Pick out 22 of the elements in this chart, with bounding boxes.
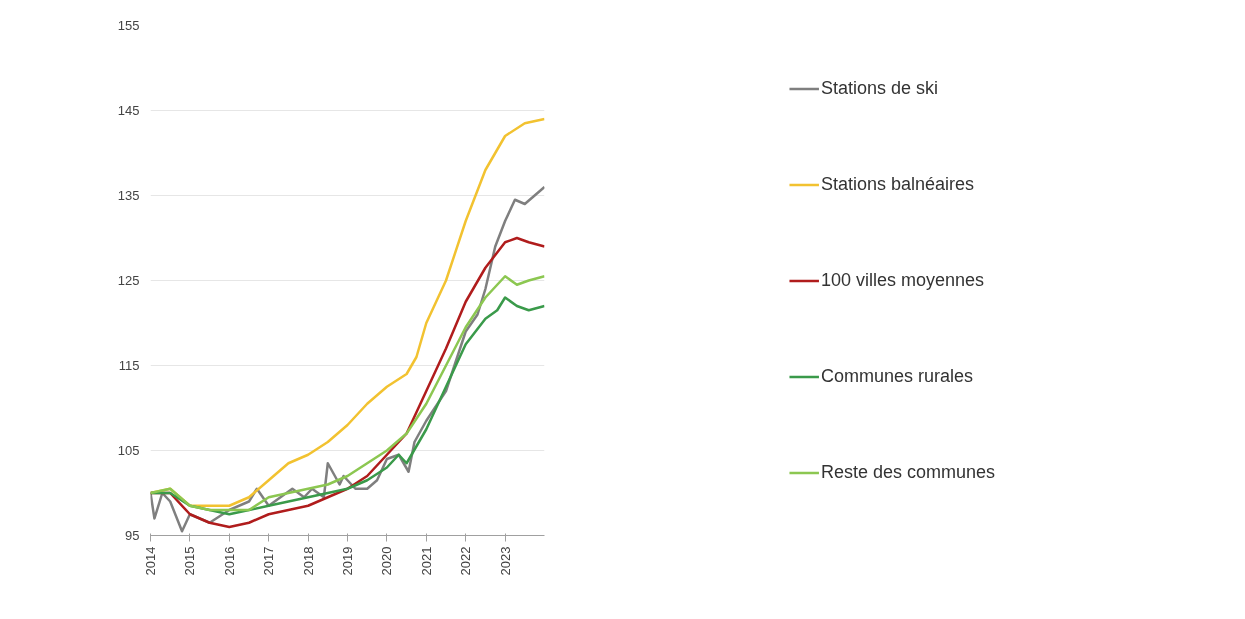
x-tick-label: 2017 [261, 546, 277, 576]
y-tick-label: 135 [117, 188, 140, 203]
y-tick-label: 155 [117, 18, 140, 33]
y-tick-label: 105 [117, 443, 140, 458]
x-tick-label: 2019 [340, 546, 355, 576]
y-tick-label: 125 [117, 273, 140, 288]
x-tick-label: 2022 [458, 546, 474, 576]
y-tick-label: 145 [117, 103, 140, 118]
x-tick-label: 2021 [418, 546, 434, 576]
legend-label: Reste des communes [820, 461, 996, 483]
x-tick-label: 2023 [497, 546, 513, 576]
legend-label: 100 villes moyennes [820, 269, 985, 291]
x-tick-label: 2020 [379, 546, 395, 576]
x-tick-label: 2015 [182, 546, 198, 576]
y-tick-label: 95 [125, 528, 140, 543]
x-tick-label: 2016 [221, 546, 237, 576]
y-tick-label: 115 [118, 358, 140, 373]
x-tick-label: 2014 [143, 546, 158, 576]
legend-label: Communes rurales [820, 365, 974, 387]
legend-label: Stations balnéaires [820, 173, 975, 195]
legend-label: Stations de ski [820, 77, 939, 99]
x-tick-label: 2018 [300, 546, 316, 576]
